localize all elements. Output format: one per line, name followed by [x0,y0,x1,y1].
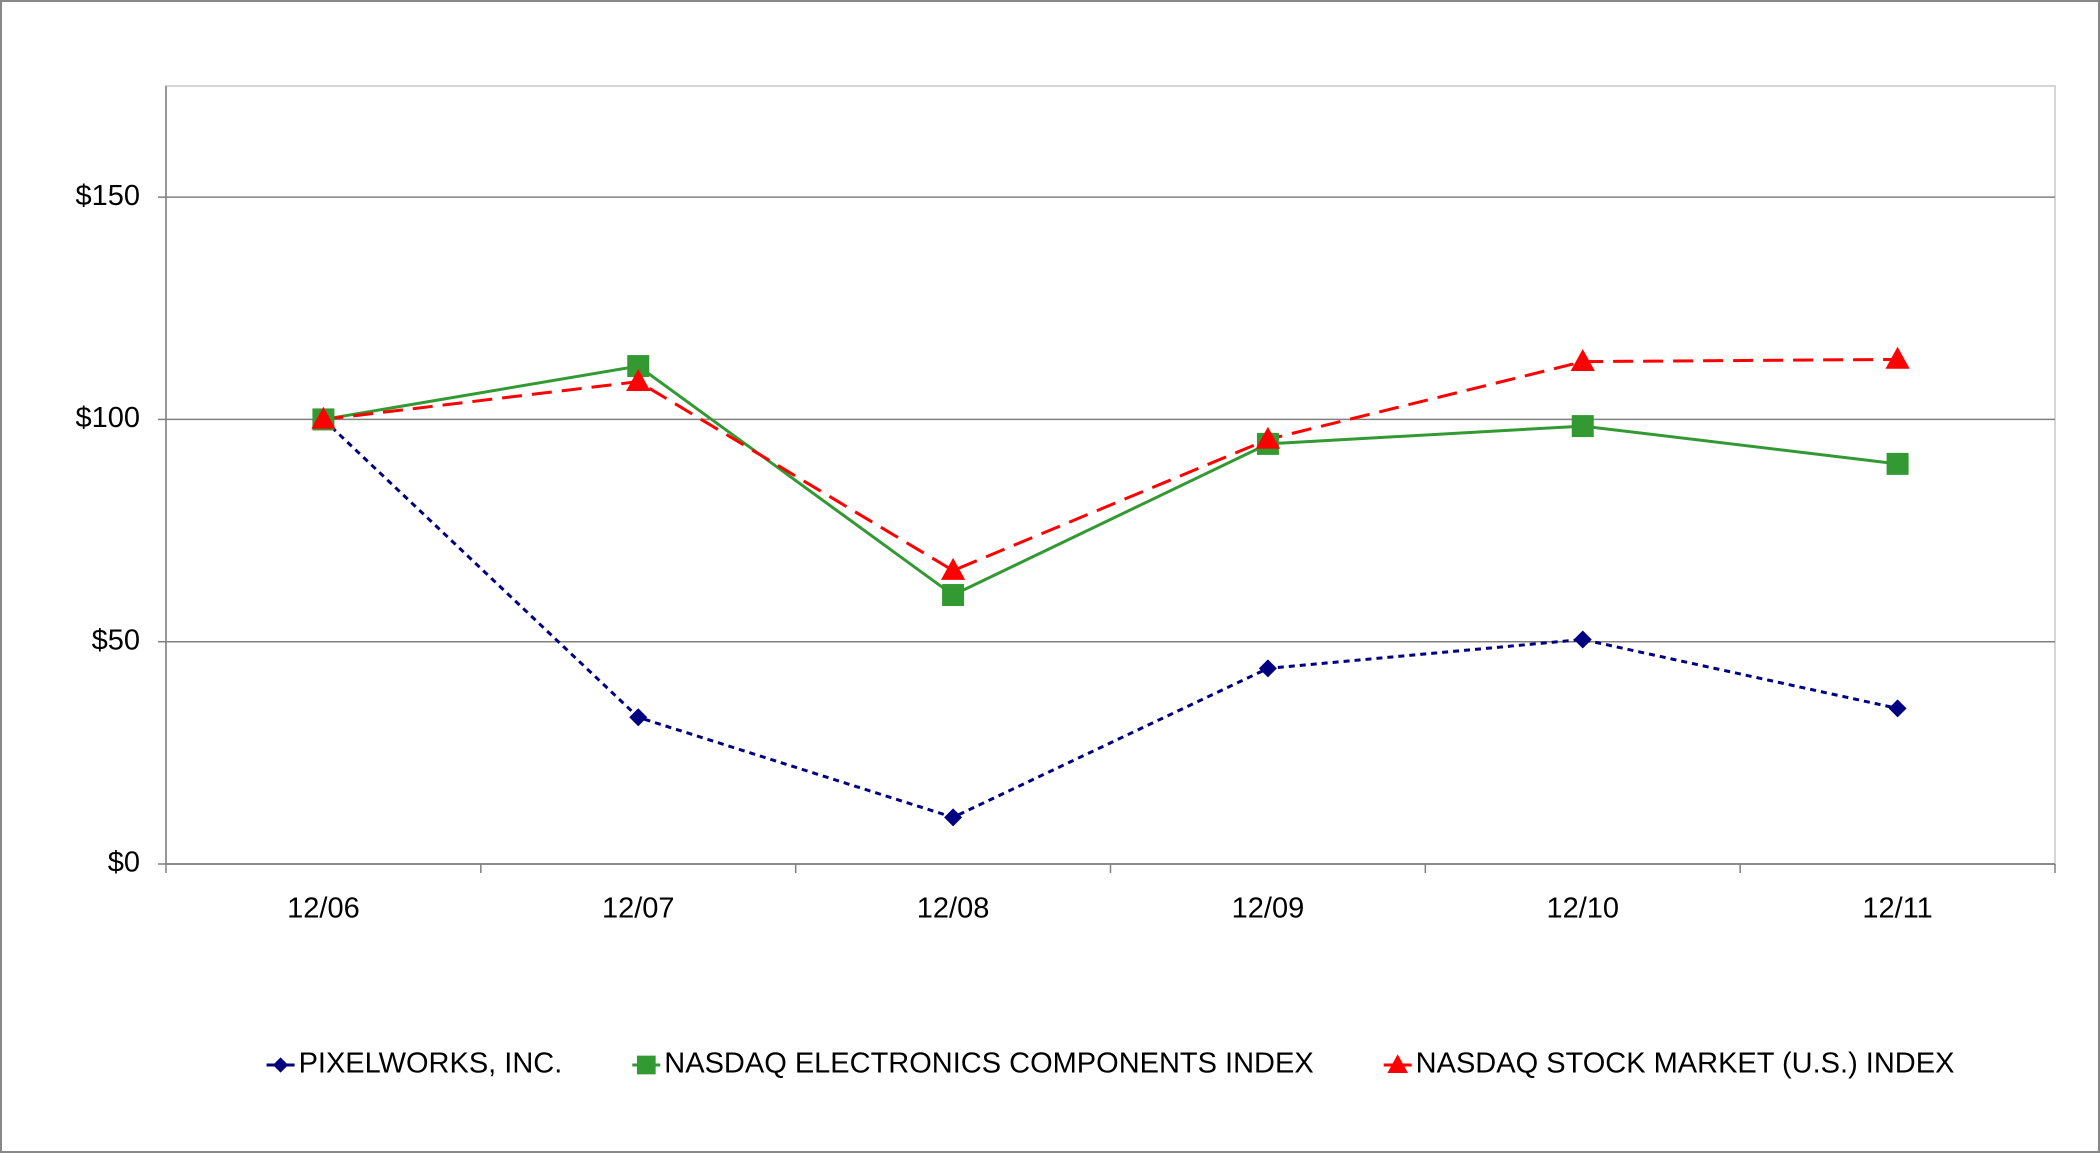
x-tick-label: 12/10 [1546,893,1619,925]
x-tick-label: 12/11 [1862,893,1932,925]
series-line [322,418,1898,819]
legend-marker [272,1057,289,1073]
legend-label: PIXELWORKS, INC. [299,1048,563,1080]
marker [1886,452,1909,475]
series-line [323,364,1898,597]
x-tick-label: 12/08 [917,893,990,925]
y-tick-label: $100 [75,402,140,434]
marker [944,808,963,827]
y-tick-label: $50 [92,624,140,656]
marker [311,406,336,429]
marker [1888,699,1907,718]
marker [940,557,966,580]
marker [1573,630,1592,649]
legend-label: NASDAQ ELECTRONICS COMPONENTS INDEX [664,1048,1313,1080]
legend-marker [636,1055,656,1075]
x-tick-label: 12/06 [287,893,360,925]
x-tick-label: 12/07 [602,893,675,925]
x-tick-label: 12/09 [1232,893,1305,925]
marker [1885,346,1910,369]
marker [1571,415,1594,438]
legend-marker [1387,1054,1408,1073]
legend-label: NASDAQ STOCK MARKET (U.S.) INDEX [1416,1048,1955,1080]
y-tick-label: $0 [108,847,140,879]
marker [627,355,650,378]
y-tick-label: $150 [75,180,140,212]
marker [1258,659,1277,678]
series-line [323,357,1898,573]
marker [629,708,648,727]
marker [1570,348,1595,371]
marker [626,368,651,391]
marker [1255,426,1281,449]
marker [942,584,965,607]
